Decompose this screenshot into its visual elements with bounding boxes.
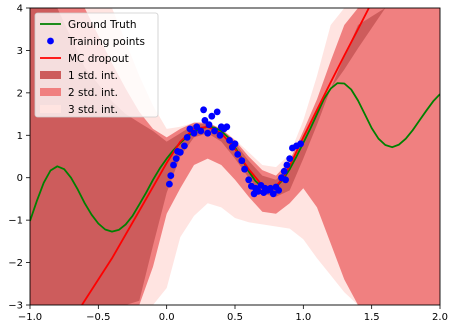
legend-label: Ground Truth [68,19,137,31]
scatter-point [267,184,274,192]
scatter-point [176,148,184,156]
x-tick-label: 1.5 [364,312,380,323]
x-tick-label: −1.0 [18,312,42,323]
scatter-point [280,167,288,175]
legend-label: 3 std. int. [68,104,118,116]
scatter-point [166,180,173,188]
scatter-point [275,187,283,194]
scatter-point [200,106,208,114]
y-tick-label: 4 [17,4,23,15]
y-tick-label: 1 [17,131,23,142]
y-tick-label: 3 [17,46,23,57]
x-tick-label: 2.0 [432,312,448,323]
legend-marker-icon [47,37,54,45]
legend-label: MC dropout [68,53,129,65]
scatter-point [205,121,213,129]
legend-label: 2 std. int. [68,87,118,99]
scatter-point [283,161,291,169]
scatter-point [167,172,175,180]
x-tick-label: 0.5 [227,312,243,323]
scatter-point [241,165,249,173]
scatter-point [193,123,201,131]
x-tick-label: 1.0 [295,312,311,323]
legend-patch-icon [40,88,61,96]
y-tick-label: 2 [17,88,23,99]
x-tick-label: −0.5 [86,312,110,323]
scatter-point [201,117,209,124]
x-tick-label: 0.0 [159,312,175,323]
scatter-point [238,157,246,165]
y-tick-label: −3 [8,301,23,312]
scatter-point [208,112,216,120]
scatter-point [226,137,233,144]
scatter-point [297,140,304,148]
scatter-point [197,127,205,135]
scatter-point [183,134,191,141]
legend: Ground Truth Training points MC dropout 1 s… [34,12,159,118]
scatter-point [211,127,218,135]
scatter-point [269,190,277,198]
scatter-point [172,155,180,163]
legend-patch-icon [40,105,61,113]
y-axis: −3 −2 −1 0 1 2 3 4 [8,4,30,312]
legend-label: Training points [67,36,145,48]
scatter-point [231,140,239,148]
scatter-point [204,129,212,137]
y-tick-label: 0 [17,173,23,184]
y-tick-label: −2 [8,258,23,269]
legend-box [34,12,159,118]
scatter-point [190,129,198,137]
scatter-point [186,125,194,133]
scatter-point [181,142,188,150]
y-tick-label: −1 [8,216,23,227]
scatter-point [170,161,177,169]
scatter-point [286,155,294,163]
scatter-point [216,131,224,139]
scatter-point [223,123,231,131]
training-points [166,106,304,198]
scatter-point [245,176,253,184]
x-axis: −1.0 −0.5 0.0 0.5 1.0 1.5 2.0 [18,305,448,323]
legend-label: 1 std. int. [68,70,118,82]
scatter-point [254,187,262,195]
scatter-point [234,151,242,158]
band-3 [30,8,440,305]
scatter-point [282,176,289,184]
scatter-point [213,108,221,116]
legend-patch-icon [40,71,61,79]
